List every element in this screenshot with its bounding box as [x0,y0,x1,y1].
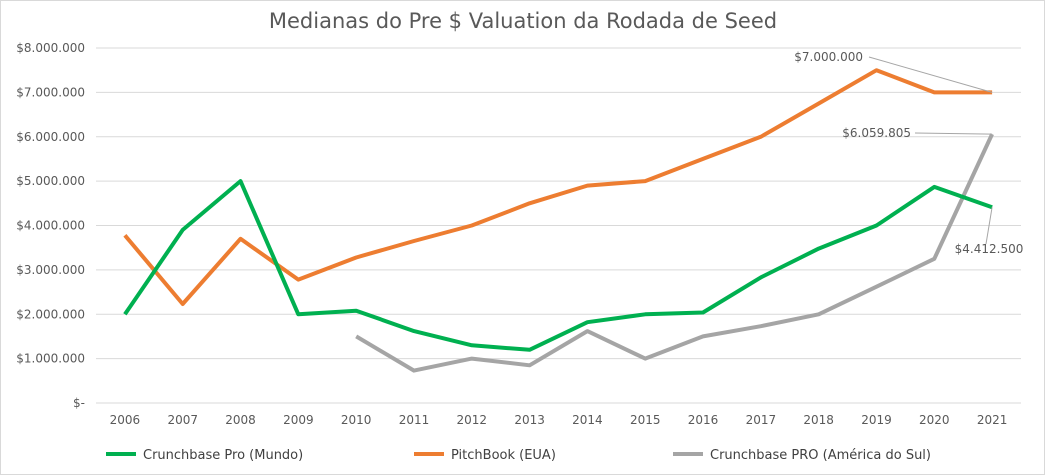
x-tick-label: 2020 [919,413,950,427]
y-tick-label: $8.000.000 [16,41,85,55]
x-tick-label: 2021 [977,413,1008,427]
y-axis-ticks: $- $1.000.000 $2.000.000 $3.000.000 $4.000.0… [16,41,85,410]
x-tick-label: 2010 [341,413,372,427]
y-tick-label: $3.000.000 [16,263,85,277]
callout-leader-line [985,207,993,245]
callout-leader-line [868,56,993,93]
x-axis-ticks: 2006 2007 2008 2009 2010 2011 2012 2013 2014 2015… [110,413,1008,427]
x-tick-label: 2009 [283,413,314,427]
series-line [123,68,993,306]
legend: Crunchbase Pro (Mundo) PitchBook (EUA) Cru… [106,448,931,463]
series-lines [123,68,994,373]
x-tick-label: 2014 [572,413,603,427]
x-tick-label: 2017 [746,413,777,427]
legend-entry: PitchBook (EUA) [451,448,556,463]
y-tick-label: $1.000.000 [16,352,85,366]
x-tick-label: 2016 [688,413,719,427]
y-tick-label: $4.000.000 [16,219,85,233]
data-label: $4.412.500 [955,242,1024,256]
y-tick-label: $- [73,396,85,410]
x-tick-label: 2015 [630,413,661,427]
y-tick-label: $7.000.000 [16,85,85,99]
chart-title: Medianas do Pre $ Valuation da Rodada de… [269,9,777,33]
x-tick-label: 2007 [167,413,198,427]
y-tick-label: $5.000.000 [16,174,85,188]
x-tick-label: 2011 [399,413,430,427]
x-tick-label: 2018 [803,413,834,427]
y-tick-label: $2.000.000 [16,307,85,321]
data-label: $6.059.805 [842,126,911,140]
x-tick-label: 2013 [514,413,545,427]
x-tick-label: 2008 [225,413,256,427]
series-line [123,179,993,352]
x-tick-label: 2019 [861,413,892,427]
data-label: $7.000.000 [794,50,863,64]
series-line [355,133,994,373]
legend-entry: Crunchbase PRO (América do Sul) [710,448,931,463]
x-tick-label: 2012 [457,413,488,427]
x-tick-label: 2006 [110,413,141,427]
legend-entry: Crunchbase Pro (Mundo) [143,448,303,463]
callout-leader-line [914,132,993,135]
data-callouts: $7.000.000 $6.059.805 $4.412.500 [794,50,1023,256]
y-tick-label: $6.000.000 [16,130,85,144]
gridlines [96,47,1021,404]
